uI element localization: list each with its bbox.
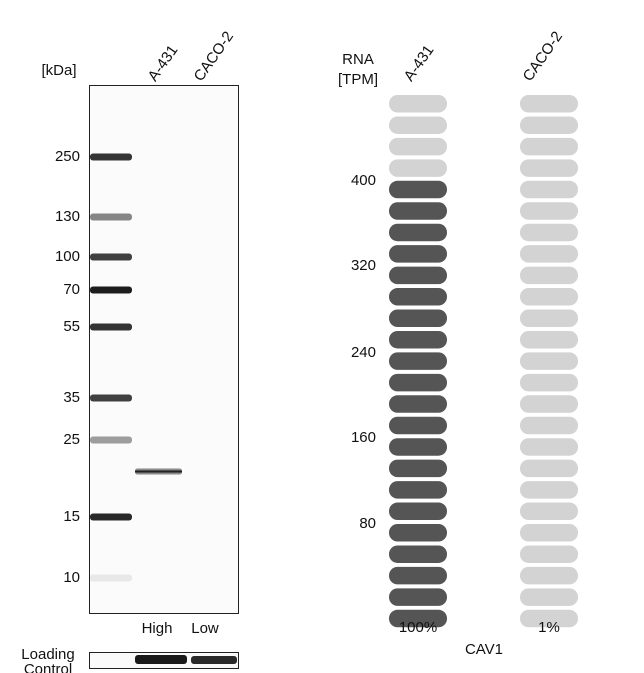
rna-pill bbox=[389, 416, 447, 435]
ladder-band bbox=[90, 436, 132, 444]
rna-tick-label: 400 bbox=[351, 172, 376, 189]
rna-pill bbox=[520, 180, 578, 199]
pills bbox=[389, 95, 578, 628]
rna-pill bbox=[389, 395, 447, 413]
rna-pill bbox=[520, 266, 578, 285]
marker-label: 250 bbox=[55, 148, 80, 165]
ladder-band bbox=[90, 574, 132, 582]
rna-pill bbox=[389, 309, 447, 327]
marker-label: 25 bbox=[63, 431, 80, 448]
rna-pill bbox=[389, 266, 447, 285]
rna-pill bbox=[389, 545, 447, 563]
percent-label: 100% bbox=[399, 619, 437, 636]
marker-label: 35 bbox=[63, 389, 80, 406]
rna-pill bbox=[389, 180, 447, 199]
rna-pill bbox=[520, 545, 578, 563]
unit-label: [kDa] bbox=[41, 62, 76, 79]
column-label: A-431 bbox=[401, 42, 438, 85]
rna-pill bbox=[520, 524, 578, 542]
rna-pill bbox=[389, 288, 447, 306]
rna-pill bbox=[520, 416, 578, 435]
rna-pill bbox=[389, 566, 447, 585]
lane-label: A-431 bbox=[145, 42, 182, 85]
rna-pill bbox=[520, 245, 578, 263]
level-label: High bbox=[142, 620, 173, 637]
rna-pill bbox=[520, 288, 578, 306]
loading-label: Control bbox=[24, 661, 72, 673]
rna-pill bbox=[520, 566, 578, 585]
level-label: Low bbox=[191, 620, 219, 637]
rna-pill bbox=[520, 395, 578, 413]
ladder-band bbox=[90, 323, 132, 331]
rna-pill bbox=[389, 502, 447, 521]
marker-label: 100 bbox=[55, 248, 80, 265]
ladder bbox=[90, 153, 132, 582]
rna-pill bbox=[389, 137, 447, 156]
rna-axis-label: [TPM] bbox=[338, 71, 378, 88]
ladder-band bbox=[90, 213, 132, 221]
rna-pill bbox=[520, 309, 578, 327]
rna-pill bbox=[389, 524, 447, 542]
rna-axis-label: RNA bbox=[342, 51, 374, 68]
rna-pill bbox=[520, 116, 578, 134]
rna-pill bbox=[389, 373, 447, 392]
rna-pill bbox=[520, 330, 578, 349]
rna-pill bbox=[389, 159, 447, 177]
rna-pill bbox=[520, 438, 578, 456]
marker-label: 10 bbox=[63, 569, 80, 586]
loading-band bbox=[191, 656, 237, 664]
rna-pill bbox=[520, 352, 578, 370]
rna-pill bbox=[389, 95, 447, 113]
marker-label: 55 bbox=[63, 318, 80, 335]
loading-label: Loading bbox=[21, 646, 74, 663]
rna-tick-label: 320 bbox=[351, 257, 376, 274]
protein-band bbox=[135, 468, 182, 475]
ladder-band bbox=[90, 513, 132, 521]
ladder-band bbox=[90, 153, 132, 161]
blot-membrane bbox=[89, 85, 239, 614]
rna-pill bbox=[389, 481, 447, 499]
rna-pill bbox=[389, 352, 447, 370]
rna-pill bbox=[520, 502, 578, 521]
ladder-band bbox=[90, 286, 132, 294]
rna-pill bbox=[520, 159, 578, 177]
rna-pill bbox=[389, 459, 447, 478]
percent-label: 1% bbox=[538, 619, 560, 636]
rna-pill bbox=[389, 609, 447, 628]
rna-pill bbox=[520, 459, 578, 478]
marker-label: 130 bbox=[55, 208, 80, 225]
loading-band bbox=[135, 655, 187, 664]
rna-pill bbox=[520, 95, 578, 113]
rna-tick-label: 240 bbox=[351, 344, 376, 361]
rna-tick-label: 80 bbox=[359, 515, 376, 532]
rna-pill bbox=[520, 588, 578, 606]
rna-pill bbox=[389, 330, 447, 349]
lane-label: CACO-2 bbox=[191, 28, 237, 84]
rna-pill bbox=[389, 116, 447, 134]
rna-pill bbox=[520, 373, 578, 392]
marker-label: 15 bbox=[63, 508, 80, 525]
marker-label: 70 bbox=[63, 281, 80, 298]
rna-pill bbox=[520, 223, 578, 242]
rna-pill bbox=[520, 481, 578, 499]
gene-label: CAV1 bbox=[465, 641, 503, 658]
rna-pill bbox=[520, 137, 578, 156]
rna-pill bbox=[389, 438, 447, 456]
ladder-band bbox=[90, 394, 132, 402]
rna-tick-label: 160 bbox=[351, 429, 376, 446]
rna-pill bbox=[389, 223, 447, 242]
rna-pill bbox=[520, 609, 578, 628]
ladder-band bbox=[90, 253, 132, 261]
rna-pill bbox=[389, 245, 447, 263]
rna-pill bbox=[389, 588, 447, 606]
rna-pill bbox=[389, 202, 447, 220]
rna-pill bbox=[520, 202, 578, 220]
column-label: CACO-2 bbox=[520, 28, 566, 84]
